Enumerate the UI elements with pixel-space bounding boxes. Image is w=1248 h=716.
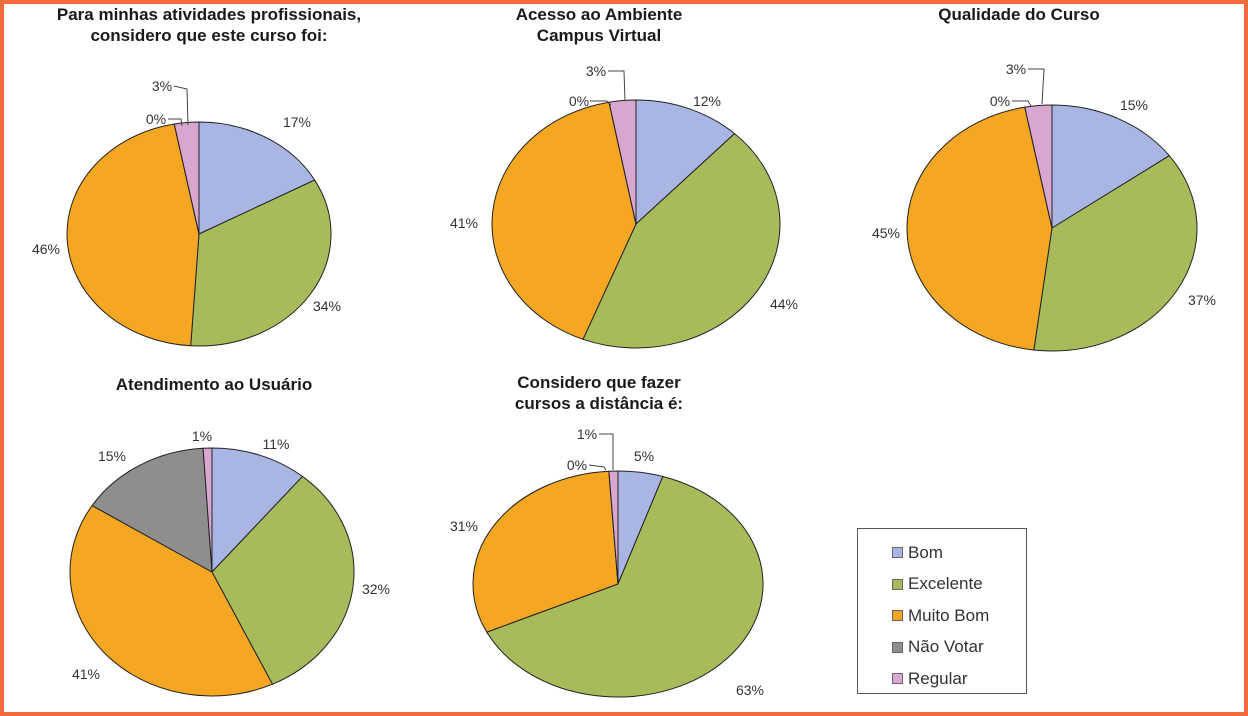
pie-chart: 12% 44% 41% 0% 3%: [450, 63, 798, 349]
legend-item: Bom: [858, 537, 1026, 569]
pie-panel-distancia: Considero que fazer cursos a distância é…: [424, 362, 824, 712]
slice-percent-label: 17%: [283, 114, 311, 130]
pie-slice-bom: [211, 447, 304, 574]
slice-percent-label: 0%: [990, 93, 1010, 109]
slice-percent-label: 41%: [72, 666, 100, 682]
pie-slice-excelente: [211, 475, 355, 685]
pie-slice-regular: [173, 121, 200, 235]
legend-swatch: [892, 610, 903, 622]
pie-slice-regular: [608, 470, 619, 585]
slice-percent-label: 1%: [577, 426, 597, 442]
legend-label: Muito Bom: [908, 605, 990, 625]
chart-legend: Bom Excelente Muito Bom Não Votar Regula…: [857, 528, 1027, 694]
chart-title: Qualidade do Curso: [938, 5, 1100, 24]
chart-title: Acesso ao Ambiente Campus Virtual: [515, 5, 683, 45]
legend-swatch: [892, 673, 903, 685]
legend-label: Não Votar: [908, 637, 984, 657]
slice-percent-label: 45%: [872, 225, 900, 241]
pie-slice-bom: [635, 99, 736, 226]
pie-panel-atendimento: Atendimento ao Usuário 11% 32% 41% 15% 1%: [4, 362, 424, 712]
pie-slice-muito-bom: [66, 123, 200, 347]
figure-frame: Para minhas atividades profissionais, co…: [4, 4, 1244, 712]
slice-percent-label: 34%: [313, 298, 341, 314]
slice-percent-label: 3%: [586, 63, 606, 79]
pie-slice-excelente: [1033, 155, 1198, 352]
slice-percent-label: 32%: [362, 581, 390, 597]
slice-percent-label: 1%: [192, 428, 212, 444]
slice-percent-label: 44%: [770, 296, 798, 312]
legend-item: Não Votar: [858, 632, 1026, 664]
pie-slice-muito-bom: [472, 470, 619, 633]
legend-swatch: [892, 547, 903, 559]
pie-chart: 15% 37% 45% 0% 3%: [872, 61, 1216, 352]
chart-title: Atendimento ao Usuário: [115, 375, 313, 394]
slice-percent-label: 11%: [263, 436, 290, 452]
label-leader-line: [599, 433, 614, 470]
legend-swatch: [892, 578, 903, 590]
slice-percent-label: 31%: [450, 518, 478, 534]
label-leader-line: [1012, 100, 1032, 107]
slice-percent-label: 0%: [569, 93, 589, 109]
slice-percent-label: 5%: [634, 448, 654, 464]
label-leader-line: [168, 118, 183, 127]
chart-title: Para minhas atividades profissionais, co…: [56, 5, 362, 45]
slice-percent-label: 0%: [146, 111, 166, 127]
pie-chart: 17% 34% 46% 0% 3%: [32, 78, 341, 347]
slice-percent-label: 15%: [98, 448, 126, 464]
pie-panel-profissional: Para minhas atividades profissionais, co…: [4, 4, 404, 354]
legend-swatch: [892, 641, 903, 653]
label-leader-line: [1028, 68, 1045, 105]
pie-panel-qualidade: Qualidade do Curso 15% 37% 45% 0% 3%: [844, 4, 1244, 354]
slice-percent-label: 0%: [567, 457, 587, 473]
legend-item: Excelente: [858, 569, 1026, 601]
slice-percent-label: 46%: [32, 241, 60, 257]
pie-chart: 5% 63% 31% 0% 1%: [450, 426, 764, 698]
label-leader-line: [173, 85, 189, 126]
pie-slice-bom: [1051, 104, 1171, 229]
legend-label: Regular: [908, 668, 968, 688]
slice-percent-label: 63%: [736, 682, 764, 698]
pie-slice-excelente: [582, 132, 781, 349]
pie-slice-excelente: [190, 179, 332, 347]
pie-slice-regular: [1024, 104, 1053, 229]
pie-panel-acesso: Acesso ao Ambiente Campus Virtual 12% 44%…: [424, 4, 824, 354]
slice-percent-label: 37%: [1188, 292, 1216, 308]
legend-label: Bom: [908, 542, 943, 562]
slice-percent-label: 15%: [1120, 97, 1148, 113]
pie-slice-bom: [198, 121, 316, 235]
pie-chart: 11% 32% 41% 15% 1%: [69, 428, 390, 697]
slice-percent-label: 41%: [450, 215, 478, 231]
pie-slice-regular: [202, 447, 213, 573]
legend-item: Regular: [858, 663, 1026, 695]
pie-slice-muito-bom: [69, 504, 274, 697]
pie-slice-muito-bom: [491, 101, 637, 340]
label-leader-line: [588, 464, 607, 471]
chart-title: Considero que fazer cursos a distância é…: [514, 373, 684, 413]
label-leader-line: [590, 100, 612, 106]
legend-item: Muito Bom: [858, 600, 1026, 632]
pie-slice-regular: [608, 99, 637, 225]
pie-slice-muito-bom: [906, 106, 1053, 351]
legend-label: Excelente: [908, 574, 983, 594]
pie-slice-excelente: [486, 475, 764, 698]
slice-percent-label: 3%: [152, 78, 172, 94]
pie-slice-n-o-votar: [91, 447, 213, 573]
slice-percent-label: 12%: [693, 93, 721, 109]
slice-percent-label: 3%: [1006, 61, 1026, 77]
label-leader-line: [608, 70, 626, 102]
